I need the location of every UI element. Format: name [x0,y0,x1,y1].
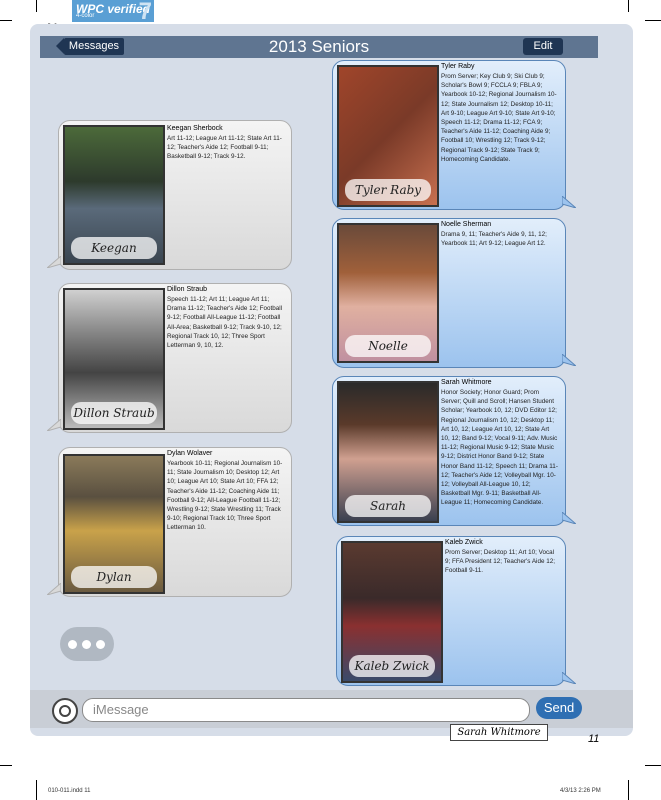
crop-mark [0,20,12,21]
senior-name: Keegan Sherbock [167,125,223,132]
senior-photo: Dylan Wolaver [63,454,165,594]
message-bubble-noelle: Noelle Sherman Noelle Sherman Drama 9, 1… [332,218,566,368]
senior-details: Prom Server; Desktop 11; Art 10; Vocal 9… [445,549,555,575]
back-button[interactable]: Messages [56,38,124,55]
signature: Kaleb Zwick [349,655,435,677]
senior-details: Speech 11-12; Art 11; League Art 11; Dra… [167,296,283,350]
senior-name: Sarah Whitmore [441,379,492,386]
signature: Tyler Raby [345,179,431,201]
senior-photo: Keegan Sherbock [63,125,165,265]
senior-details: Art 11-12; League Art 11-12; State Art 1… [167,135,282,161]
senior-details: Prom Server; Key Club 9; Ski Club 9; Sch… [441,73,557,163]
message-input[interactable]: iMessage [82,698,530,722]
typing-indicator [60,627,114,661]
senior-name: Dillon Straub [167,286,208,293]
bubble-tail [562,672,576,684]
crop-mark [628,780,629,800]
message-bubble-kaleb: Kaleb Zwick Kaleb Zwick Prom Server; Des… [336,536,566,686]
senior-photo: Tyler Raby [337,65,439,207]
senior-name: Kaleb Zwick [445,539,483,546]
camera-lens [59,705,71,717]
crop-mark [36,0,37,12]
senior-details: Honor Society; Honor Guard; Prom Server;… [441,389,558,507]
page-title: 2013 Seniors [268,37,370,56]
message-bubble-dillon: Dillon Straub Dillon Straub Speech 11-12… [58,283,292,433]
crop-mark [628,0,629,12]
crop-mark [0,765,12,766]
camera-icon[interactable] [52,698,78,724]
senior-photo: Sarah Whitmore [337,381,439,523]
senior-name: Tyler Raby [441,63,475,70]
senior-name: Noelle Sherman [441,221,492,228]
verified-badge: WPC verified 4-color 7 [72,0,154,25]
bubble-tail [47,419,61,431]
typing-dot [96,640,105,649]
bubble-tail [47,583,61,595]
typing-dot [82,640,91,649]
signature: Keegan Sherbock [71,237,157,259]
signature: Sarah Whitmore [345,495,431,517]
senior-photo: Kaleb Zwick [341,541,443,683]
bubble-tail [47,256,61,268]
message-bubble-dylan: Dylan Wolaver Dylan Wolaver Yearbook 10-… [58,447,292,597]
senior-photo: Noelle Sherman [337,223,439,363]
message-bubble-tyler: Tyler Raby Tyler Raby Prom Server; Key C… [332,60,566,210]
photo-caption: Sarah Whitmore [450,724,548,741]
bubble-tail [562,196,576,208]
send-button[interactable]: Send [536,697,582,719]
nav-header: 2013 Seniors [40,36,598,58]
crop-mark [645,20,661,21]
badge-line1: WPC verified [76,2,151,16]
crop-mark [36,780,37,800]
signature: Noelle Sherman [345,335,431,357]
crop-mark [645,765,661,766]
senior-name: Dylan Wolaver [167,450,213,457]
message-placeholder: iMessage [93,702,149,717]
senior-details: Drama 9, 11; Teacher's Aide 9, 11, 12; Y… [441,231,547,248]
senior-details: Yearbook 10-11; Regional Journalism 10-1… [167,460,283,532]
badge-line2: 4-color [76,13,95,19]
message-bubble-sarah: Sarah Whitmore Sarah Whitmore Honor Soci… [332,376,566,526]
typing-dot [68,640,77,649]
message-bubble-keegan: Keegan Sherbock Keegan Sherbock Art 11-1… [58,120,292,270]
slug-date: 4/3/13 2:26 PM [560,788,601,794]
bubble-tail [562,354,576,366]
signature: Dillon Straub [71,402,157,424]
edit-button[interactable]: Edit [523,38,563,55]
badge-number: 7 [138,0,152,25]
bubble-tail [562,512,576,524]
signature: Dylan Wolaver [71,566,157,588]
senior-photo: Dillon Straub [63,288,165,430]
page-number: 11 [588,733,600,745]
slug-file: 010-011.indd 11 [48,788,91,794]
